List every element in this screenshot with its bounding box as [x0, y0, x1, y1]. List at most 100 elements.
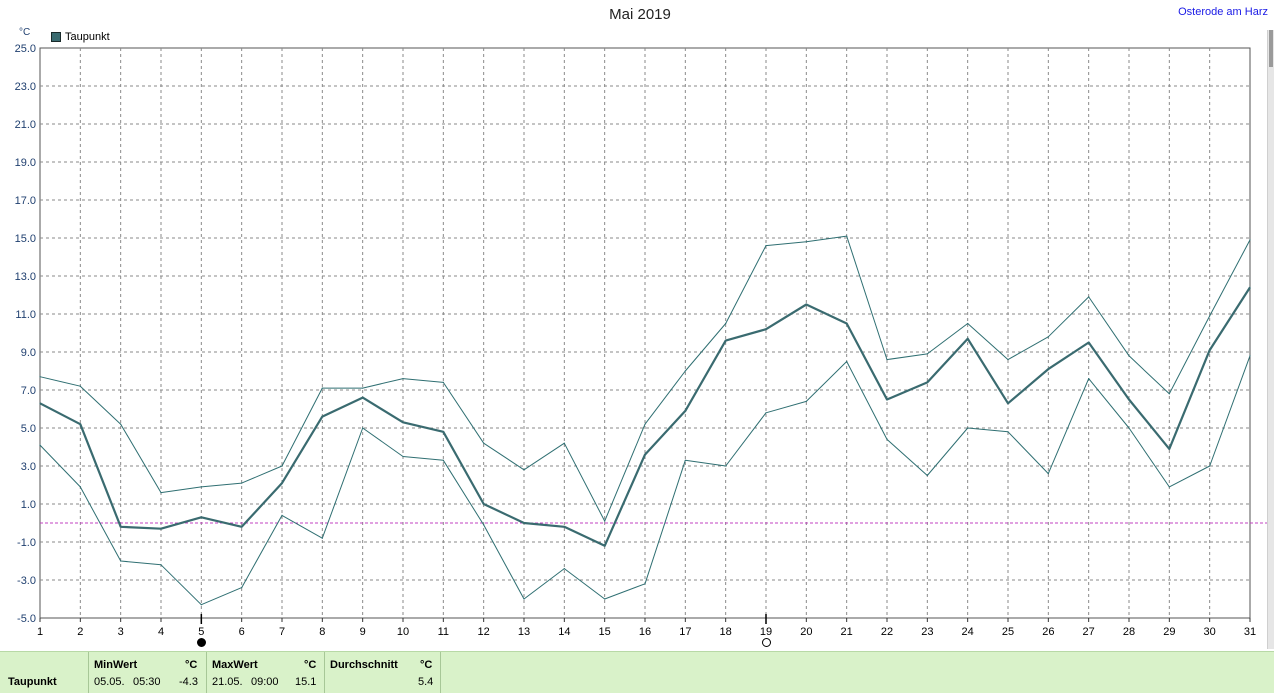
- mean-data-point: [1168, 448, 1170, 450]
- max-data-point: [1007, 359, 1009, 361]
- min-data-point: [523, 598, 525, 600]
- x-tick-label: 16: [639, 626, 651, 638]
- mean-data-point: [200, 516, 202, 518]
- min-data-point: [765, 412, 767, 414]
- max-data-point: [604, 520, 606, 522]
- y-tick-label: 19.0: [15, 157, 36, 169]
- avg-unit: °C: [420, 659, 433, 671]
- mean-data-point: [402, 421, 404, 423]
- mean-data-point: [241, 526, 243, 528]
- x-tick-label: 18: [720, 626, 732, 638]
- mean-data-point: [684, 410, 686, 412]
- min-data-point: [1249, 355, 1251, 357]
- max-data-point: [281, 465, 283, 467]
- min-data-point: [402, 455, 404, 458]
- y-axis-unit: °C: [19, 27, 31, 38]
- x-tick-label: 10: [397, 626, 409, 638]
- mean-data-point: [563, 526, 565, 528]
- mean-data-point: [644, 454, 646, 456]
- mean-data-point: [483, 503, 485, 505]
- x-tick-label: 9: [360, 626, 366, 638]
- x-tick-label: 30: [1204, 626, 1216, 638]
- max-data-point: [442, 381, 444, 383]
- scrollbar-thumb[interactable]: [1269, 30, 1273, 68]
- mean-data-point: [1128, 398, 1130, 401]
- x-tick-label: 23: [921, 626, 933, 638]
- location-label: Osterode am Harz: [1178, 6, 1268, 18]
- min-data-point: [1007, 431, 1009, 433]
- x-tick-label: 15: [599, 626, 611, 638]
- min-data-point: [321, 537, 323, 539]
- y-tick-label: 23.0: [15, 81, 36, 93]
- y-tick-label: 17.0: [15, 195, 36, 207]
- mean-data-point: [362, 397, 364, 399]
- mean-data-point: [765, 328, 767, 330]
- min-data-point: [1047, 473, 1049, 475]
- max-header: MaxWert: [212, 659, 258, 671]
- footer-divider: [324, 652, 325, 693]
- max-data-point: [1249, 239, 1251, 241]
- mean-data-point: [967, 338, 969, 340]
- vertical-scrollbar[interactable]: [1267, 30, 1274, 649]
- new-moon-icon: [196, 638, 206, 647]
- y-tick-label: 11.0: [15, 309, 36, 321]
- mean-data-point: [39, 402, 41, 404]
- max-data-point: [160, 492, 162, 494]
- mean-data-point: [160, 528, 162, 530]
- min-data-point: [805, 400, 807, 402]
- mean-data-point: [1249, 286, 1251, 288]
- x-tick-label: 17: [679, 626, 691, 638]
- max-data-point: [563, 442, 565, 444]
- min-data-point: [200, 604, 202, 606]
- min-data-point: [1128, 427, 1130, 429]
- x-tick-label: 11: [438, 626, 449, 638]
- chart-area: 25.023.021.019.017.015.013.011.09.07.05.…: [15, 43, 1274, 638]
- min-time: 05:30: [133, 676, 161, 688]
- mean-data-point: [1047, 368, 1049, 370]
- mean-data-point: [725, 340, 727, 342]
- min-data-point: [362, 427, 364, 429]
- x-tick-label: 28: [1123, 626, 1135, 638]
- chart-title: Mai 2019: [609, 6, 671, 23]
- min-data-point: [644, 583, 646, 585]
- x-tick-label: 12: [478, 626, 490, 638]
- mean-data-point: [321, 416, 323, 418]
- min-data-point: [442, 459, 444, 461]
- y-tick-label: -5.0: [17, 613, 36, 625]
- stats-footer: Taupunkt MinWert °C 05.05. 05:30 -4.3 Ma…: [0, 651, 1274, 693]
- y-tick-label: 9.0: [21, 347, 36, 359]
- max-data-point: [926, 353, 928, 355]
- footer-divider: [440, 652, 441, 693]
- mean-data-point: [886, 398, 888, 401]
- mean-data-point: [281, 482, 283, 484]
- max-data-point: [1209, 315, 1211, 317]
- footer-row-label-col: Taupunkt: [0, 652, 88, 693]
- y-tick-label: 7.0: [21, 385, 36, 397]
- max-data-point: [483, 442, 485, 444]
- max-data-point: [1047, 336, 1049, 338]
- max-data-point: [644, 423, 646, 425]
- footer-row-label: Taupunkt: [8, 676, 57, 688]
- y-tick-label: 21.0: [15, 119, 36, 131]
- min-header: MinWert: [94, 659, 138, 671]
- max-data-point: [967, 322, 969, 325]
- avg-header: Durchschnitt: [330, 659, 398, 671]
- min-data-point: [725, 465, 727, 467]
- x-tick-label: 22: [881, 626, 893, 638]
- min-data-point: [160, 564, 162, 566]
- x-tick-label: 1: [37, 626, 43, 638]
- x-tick-label: 24: [962, 626, 974, 638]
- max-date: 21.05.: [212, 676, 243, 688]
- mean-data-point: [846, 322, 848, 325]
- mean-data-point: [523, 522, 525, 524]
- x-tick-label: 14: [558, 626, 570, 638]
- max-data-point: [725, 322, 727, 325]
- footer-avg-col: Durchschnitt °C 5.4: [325, 652, 440, 693]
- max-time: 09:00: [251, 676, 279, 688]
- max-data-point: [886, 359, 888, 361]
- mean-data-point: [926, 381, 928, 383]
- min-data-point: [79, 486, 81, 488]
- min-data-point: [1209, 465, 1211, 467]
- min-date: 05.05.: [94, 676, 125, 688]
- x-tick-label: 7: [279, 626, 285, 638]
